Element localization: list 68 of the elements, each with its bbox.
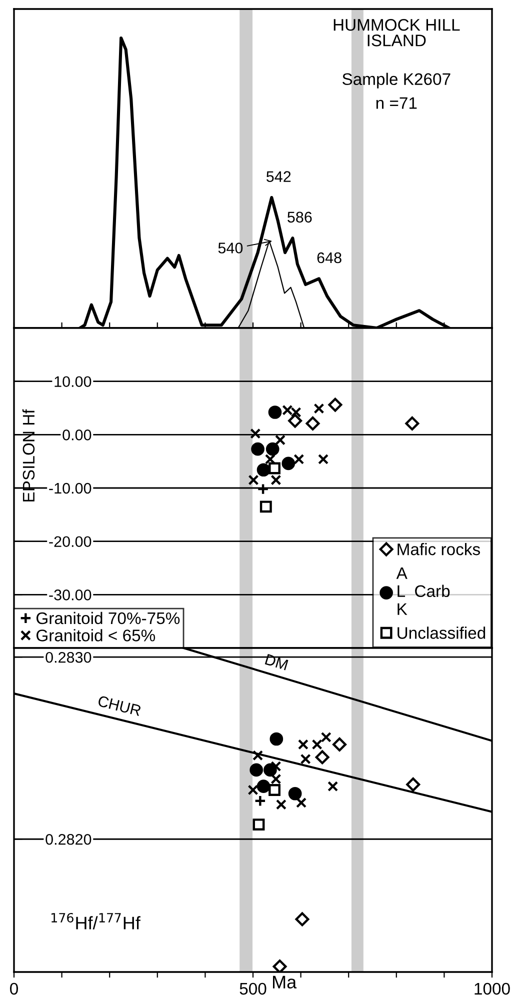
legend-label: Granitoid 70%-75% — [36, 612, 180, 624]
point — [296, 797, 307, 808]
text: Sample K2607 — [342, 72, 450, 88]
point — [264, 454, 276, 464]
point — [268, 784, 280, 796]
point — [406, 778, 420, 792]
point — [276, 799, 286, 810]
point — [328, 781, 338, 792]
point — [288, 786, 302, 800]
point — [250, 428, 261, 439]
point — [282, 456, 296, 470]
point — [256, 463, 270, 477]
legend-label: Unclassified — [398, 626, 486, 639]
point — [251, 442, 264, 456]
y-tick-label: 0.2820 — [46, 834, 92, 845]
y-axis-title: EPSILON Hf — [22, 409, 35, 502]
chart-title: HUMMOCK HILL ISLAND — [334, 19, 460, 46]
annotation: 586 — [288, 212, 312, 223]
point — [288, 414, 302, 428]
point — [248, 474, 259, 486]
y-tick-label: 10.00 — [54, 376, 92, 388]
point — [332, 737, 347, 752]
annotation: n =71 — [376, 97, 417, 109]
y-tick-label: -10.00 — [49, 482, 92, 494]
point — [300, 754, 311, 764]
point — [268, 406, 282, 419]
point — [298, 739, 308, 750]
point — [314, 403, 324, 414]
point — [270, 732, 284, 746]
point — [252, 750, 264, 761]
point — [405, 416, 420, 430]
point — [272, 960, 287, 972]
text: DM — [264, 654, 288, 670]
point — [274, 434, 286, 446]
x-axis-title: Ma — [273, 976, 297, 988]
point — [270, 761, 282, 772]
y-tick-label: -30.00 — [49, 590, 92, 600]
legend-label: A L Carb K — [396, 567, 450, 615]
point — [315, 750, 330, 764]
point — [252, 818, 265, 831]
point — [257, 483, 270, 496]
y-tick-label: 0.00 — [62, 430, 92, 440]
x-tick-label: 500 — [240, 982, 266, 995]
y-tick-label: -20.00 — [49, 536, 92, 548]
point — [318, 454, 329, 464]
annotation: 542 — [266, 171, 291, 182]
annotation: 648 — [317, 252, 342, 264]
point — [270, 774, 282, 784]
point — [250, 763, 264, 777]
point — [270, 474, 282, 486]
point — [295, 912, 310, 926]
y-tick-label: 0.2830 — [46, 652, 92, 663]
x-tick-label: 1000 — [474, 982, 510, 995]
point — [294, 454, 304, 464]
legend-label: Granitoid < 65% — [36, 629, 156, 642]
point — [320, 732, 332, 742]
text: CHUR — [98, 695, 142, 716]
point — [328, 398, 342, 412]
legend-label: Mafic rocks — [398, 542, 480, 556]
point — [266, 442, 280, 456]
point — [260, 500, 272, 513]
y-axis-title: $^{176}$Hf/$^{177}$Hf — [52, 912, 140, 930]
annotation: 540 — [218, 242, 243, 254]
point — [256, 780, 270, 794]
point — [268, 462, 280, 474]
point — [306, 416, 320, 430]
x-tick-label: 0 — [10, 982, 18, 995]
point — [312, 739, 322, 750]
